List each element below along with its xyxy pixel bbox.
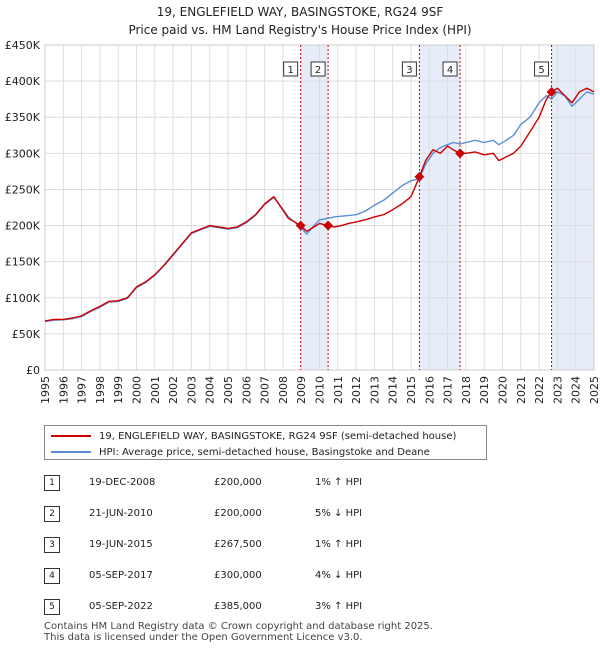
x-tick-label: 2017 [442, 376, 455, 404]
x-tick-label: 2006 [240, 376, 253, 404]
sale-point [414, 171, 425, 182]
shaded-period-1 [300, 45, 329, 370]
x-tick-label: 2024 [570, 376, 583, 404]
sale-number-badge: 3 [44, 537, 60, 553]
x-tick-label: 2005 [222, 376, 235, 404]
sale-date: 21-JUN-2010 [89, 508, 153, 519]
chart-legend: 19, ENGLEFIELD WAY, BASINGSTOKE, RG24 9S… [44, 425, 487, 460]
table-row: 2 21-JUN-2010 £200,000 5% ↓ HPI [44, 506, 404, 524]
sale-date: 05-SEP-2017 [89, 570, 153, 581]
sale-label-box [401, 61, 417, 77]
legend-swatch-hpi [51, 451, 91, 453]
sale-label-number: 4 [447, 65, 453, 76]
sale-label-box [283, 61, 299, 77]
sale-price: £200,000 [214, 477, 262, 488]
x-tick-label: 2022 [533, 376, 546, 404]
sale-label-number: 2 [315, 65, 321, 76]
x-tick-label: 2019 [478, 376, 491, 404]
legend-item-property: 19, ENGLEFIELD WAY, BASINGSTOKE, RG24 9S… [51, 428, 456, 444]
sale-date: 05-SEP-2022 [89, 601, 153, 612]
y-tick-label: £300K [5, 147, 41, 160]
sale-hpi-diff: 5% ↓ HPI [315, 508, 363, 519]
x-tick-label: 1995 [39, 376, 52, 404]
y-tick-label: £350K [5, 111, 41, 124]
table-row: 5 05-SEP-2022 £385,000 3% ↑ HPI [44, 599, 404, 617]
x-tick-label: 2012 [350, 376, 363, 404]
legend-item-hpi: HPI: Average price, semi-detached house,… [51, 444, 430, 460]
x-tick-label: 2020 [497, 376, 510, 404]
y-tick-label: £200K [5, 220, 41, 233]
x-tick-label: 2011 [332, 376, 345, 404]
sale-price: £267,500 [214, 539, 262, 550]
sale-hpi-diff: 4% ↓ HPI [315, 570, 363, 581]
x-tick-label: 2007 [259, 376, 272, 404]
shaded-period-3 [551, 45, 594, 370]
sale-date: 19-JUN-2015 [89, 539, 153, 550]
x-tick-label: 2021 [515, 376, 528, 404]
legend-label-property: 19, ENGLEFIELD WAY, BASINGSTOKE, RG24 9S… [99, 430, 457, 442]
sale-date: 19-DEC-2008 [89, 477, 156, 488]
sale-number-badge: 4 [44, 568, 60, 584]
y-tick-label: £0 [26, 364, 40, 377]
sale-number-badge: 1 [44, 475, 60, 491]
x-tick-label: 2025 [588, 376, 600, 404]
x-tick-label: 1996 [57, 376, 70, 404]
y-tick-label: £400K [5, 75, 41, 88]
x-tick-label: 2009 [295, 376, 308, 404]
x-tick-label: 2003 [185, 376, 198, 404]
sale-point [323, 220, 334, 231]
x-tick-label: 2015 [405, 376, 418, 404]
sale-price: £385,000 [214, 601, 262, 612]
sale-price: £300,000 [214, 570, 262, 581]
legend-swatch-property [51, 435, 91, 437]
chart-title: 19, ENGLEFIELD WAY, BASINGSTOKE, RG24 9S… [157, 5, 444, 19]
sale-label-box [442, 61, 458, 77]
y-tick-label: £150K [5, 256, 41, 269]
sale-label-box [310, 61, 326, 77]
sale-hpi-diff: 1% ↑ HPI [315, 539, 363, 550]
y-tick-label: £100K [5, 292, 41, 305]
sale-point [546, 86, 557, 97]
x-tick-label: 2000 [131, 376, 144, 404]
sale-label-number: 3 [406, 65, 412, 76]
x-tick-label: 2001 [149, 376, 162, 404]
x-tick-label: 2004 [204, 376, 217, 404]
sale-point [295, 220, 306, 231]
sale-price: £200,000 [214, 508, 262, 519]
chart-subtitle: Price paid vs. HM Land Registry's House … [128, 23, 471, 37]
footer-line-copyright: Contains HM Land Registry data © Crown c… [44, 621, 433, 632]
legend-label-hpi: HPI: Average price, semi-detached house,… [99, 446, 430, 458]
sale-label-number: 1 [287, 65, 293, 76]
sale-label-box [534, 61, 550, 77]
plot-frame [44, 44, 595, 371]
y-tick-label: £450K [5, 39, 41, 52]
sale-hpi-diff: 3% ↑ HPI [315, 601, 363, 612]
sale-point [455, 148, 465, 159]
y-tick-label: £50K [12, 328, 41, 341]
price-chart: 19, ENGLEFIELD WAY, BASINGSTOKE, RG24 9S… [5, 5, 600, 404]
series-line-property [44, 87, 595, 322]
sale-number-badge: 5 [44, 599, 60, 615]
x-tick-label: 2013 [368, 376, 381, 404]
shaded-period-2 [419, 45, 461, 370]
x-tick-label: 2002 [167, 376, 180, 404]
x-tick-label: 2016 [423, 376, 436, 404]
x-tick-label: 2008 [277, 376, 290, 404]
y-tick-label: £250K [5, 183, 41, 196]
x-tick-label: 1999 [112, 376, 125, 404]
sale-hpi-diff: 1% ↑ HPI [315, 477, 363, 488]
x-tick-label: 2014 [387, 376, 400, 404]
table-row: 3 19-JUN-2015 £267,500 1% ↑ HPI [44, 537, 404, 555]
x-tick-label: 2023 [551, 376, 564, 404]
table-row: 1 19-DEC-2008 £200,000 1% ↑ HPI [44, 475, 404, 493]
x-tick-label: 1998 [94, 376, 107, 404]
x-tick-label: 1997 [76, 376, 89, 404]
x-tick-label: 2018 [460, 376, 473, 404]
x-tick-label: 2010 [314, 376, 327, 404]
sale-label-number: 5 [538, 65, 544, 76]
table-row: 4 05-SEP-2017 £300,000 4% ↓ HPI [44, 568, 404, 586]
footer-line-licence: This data is licensed under the Open Gov… [44, 632, 363, 643]
sale-number-badge: 2 [44, 506, 60, 522]
footer-attribution: Contains HM Land Registry data © Crown c… [44, 621, 433, 643]
